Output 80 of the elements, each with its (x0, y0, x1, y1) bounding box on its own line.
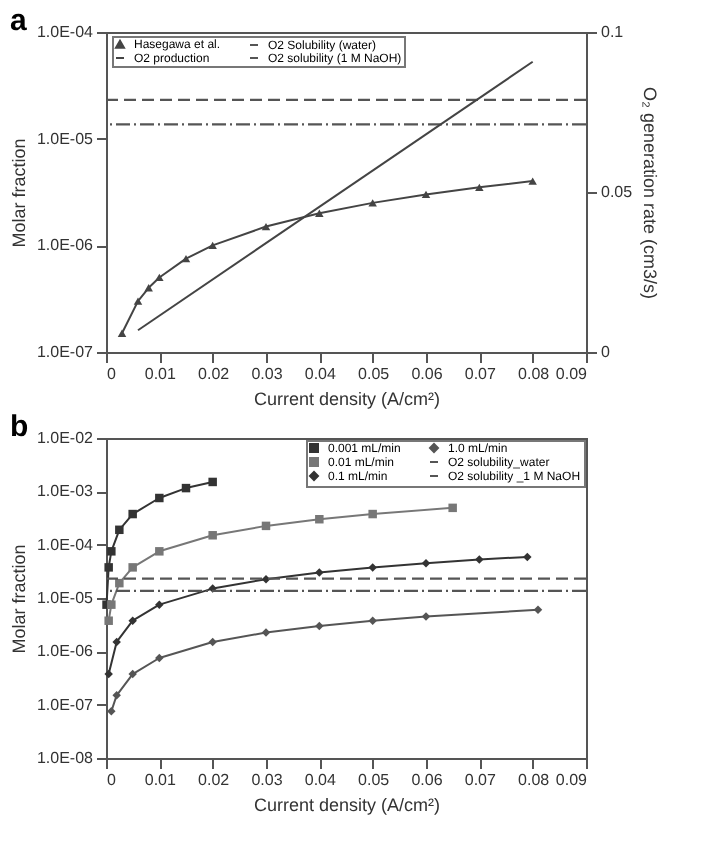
point (261, 222, 271, 231)
y-tick-label: 1.0E-02 (36, 429, 95, 447)
point (155, 493, 164, 503)
y-tick-label: 1.0E-05 (36, 129, 95, 148)
x-tick-label: 0.06 (411, 365, 444, 383)
chart-title: b (9, 410, 29, 444)
x-tick-label: 0.03 (251, 365, 284, 383)
x-tick-label: 0.02 (198, 365, 231, 383)
point (208, 477, 217, 487)
y-tick-label: 1.0E-06 (36, 642, 95, 661)
x-tick-label: 0.05 (358, 365, 391, 383)
y-axis-title: Molar fraction (8, 544, 29, 654)
x-tick-label: 0.07 (464, 771, 497, 789)
chart-title: a (9, 4, 28, 38)
point (475, 183, 484, 191)
point (181, 254, 191, 263)
y-tick-label: 1.0E-06 (36, 236, 95, 255)
point (208, 241, 217, 250)
y2-tick-label: 0.1 (601, 23, 625, 41)
point (104, 563, 113, 572)
point (523, 552, 532, 562)
point (315, 514, 324, 524)
x-tick-label: 0 (107, 365, 117, 383)
point (261, 574, 271, 584)
point (107, 600, 116, 609)
y-tick-label: 1.0E-07 (36, 695, 95, 714)
x-tick-label: 0 (107, 771, 117, 789)
x-tick-label: 0.07 (464, 365, 497, 383)
point (128, 509, 137, 519)
x-tick-label: 0.08 (518, 771, 551, 789)
point (315, 568, 324, 577)
x-tick-label: 0.02 (198, 771, 231, 789)
point (107, 547, 116, 556)
x-tick-label: 0.09 (555, 771, 589, 789)
y-axis-title: Molar fraction (8, 138, 29, 248)
point (128, 563, 137, 572)
x-tick-label: 0.09 (555, 365, 589, 383)
point (128, 616, 137, 625)
x-tick-label: 0.01 (144, 771, 177, 789)
point (448, 503, 457, 513)
point (155, 547, 164, 556)
y-tick-label: 1.0E-04 (36, 23, 95, 41)
point (155, 273, 164, 282)
point (528, 177, 537, 185)
x-tick-label: 0.01 (144, 365, 177, 383)
x-axis-title: Current density (A/cm²) (253, 795, 441, 815)
y-tick-label: 1.0E-04 (36, 535, 95, 554)
y2-tick-label: 0 (601, 343, 611, 361)
y-tick-label: 1.0E-08 (36, 749, 95, 767)
point (315, 621, 324, 631)
y2-axis-title: O₂ generation rate (cm3/s) (640, 86, 661, 300)
point (368, 563, 377, 572)
point (107, 707, 116, 716)
point (104, 616, 113, 625)
x-tick-label: 0.03 (251, 771, 284, 789)
x-tick-label: 0.08 (518, 365, 551, 383)
point (208, 531, 217, 540)
point (475, 555, 484, 564)
y2-tick-label: 0.05 (601, 183, 634, 201)
y-tick-label: 1.0E-05 (36, 589, 95, 607)
point (421, 190, 431, 199)
y-tick-label: 1.0E-07 (36, 343, 95, 361)
point (368, 616, 377, 625)
point (115, 525, 124, 535)
x-tick-label: 0.06 (411, 771, 444, 789)
x-tick-label: 0.04 (304, 365, 337, 383)
point (533, 605, 543, 615)
point (117, 329, 127, 337)
point (115, 578, 124, 588)
point (368, 509, 377, 519)
point (315, 209, 324, 217)
y-tick-label: 1.0E-03 (36, 482, 95, 501)
point (155, 600, 164, 609)
point (421, 558, 431, 568)
x-tick-label: 0.05 (358, 771, 391, 789)
point (133, 297, 143, 305)
x-axis-title: Current density (A/cm²) (253, 389, 441, 409)
x-tick-label: 0.04 (304, 771, 337, 789)
point (112, 691, 121, 700)
point (368, 199, 377, 207)
